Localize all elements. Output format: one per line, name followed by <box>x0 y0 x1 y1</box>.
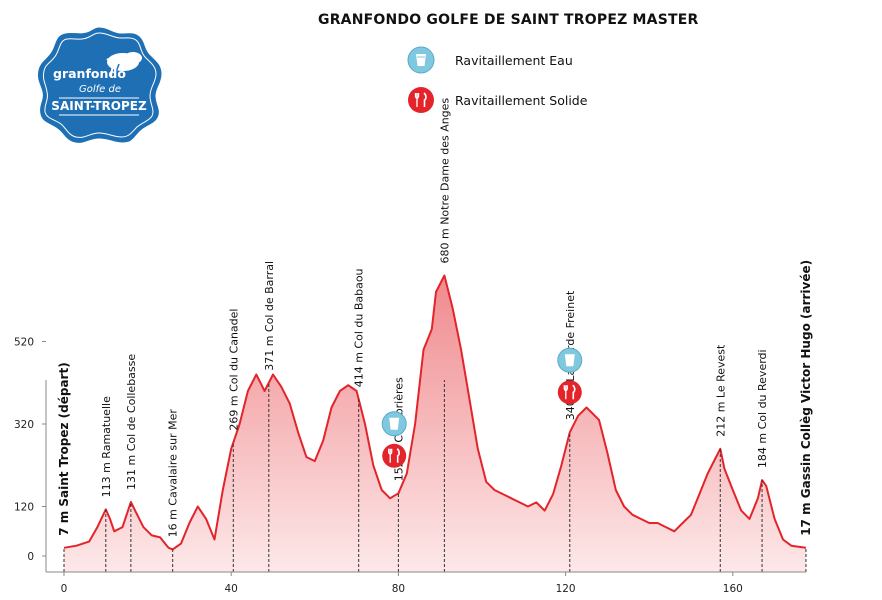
legend-label-solide: Ravitaillement Solide <box>455 92 588 108</box>
logo-line3: SAINT-TROPEZ <box>51 99 147 113</box>
water-cup-icon <box>557 347 583 373</box>
legend-item-eau: Ravitaillement Eau <box>407 46 573 74</box>
water-cup-icon <box>407 46 435 74</box>
landmark-label: 17 m Gassin Collèg Victor Hugo (arrivée) <box>799 260 813 536</box>
landmark-label: 184 m Col du Reverdi <box>756 349 769 468</box>
knife-shape <box>572 384 576 400</box>
y-tick-label: 320 <box>14 419 34 431</box>
water-cup-icon <box>381 411 407 437</box>
y-tick-label: 520 <box>14 337 34 349</box>
chart-title: GRANFONDO GOLFE DE SAINT TROPEZ MASTER <box>318 12 699 28</box>
granfondo-logo: granfondo Golfe de SAINT-TROPEZ <box>35 24 165 146</box>
elevation-line <box>63 274 807 551</box>
fork-knife-icon <box>557 380 582 405</box>
fork-shape <box>388 448 393 463</box>
landmark-label: 371 m Col de Barral <box>263 261 276 371</box>
logo-line1: granfondo <box>53 66 126 81</box>
y-tick-label: 0 <box>27 551 34 563</box>
x-tick-label: 0 <box>61 583 68 595</box>
landmark-label: 7 m Saint Tropez (départ) <box>57 362 71 535</box>
solide-marker-circle <box>557 380 582 405</box>
fork-knife-icon <box>382 443 407 468</box>
x-tick-label: 120 <box>556 583 576 595</box>
logo-line2: Golfe de <box>79 84 121 95</box>
fork-shape <box>563 385 568 400</box>
x-tick-label: 80 <box>392 583 405 595</box>
landmark-label: 113 m Ramatuelle <box>100 396 113 497</box>
solide-marker-circle <box>382 443 407 468</box>
elevation-area-fill <box>64 275 806 572</box>
knife-shape <box>396 448 400 463</box>
legend-label-eau: Ravitaillement Eau <box>455 52 573 68</box>
eau-cup-shape <box>564 354 575 367</box>
landmark-label: 269 m Col du Canadel <box>227 309 240 431</box>
eau-cup-shape <box>389 417 400 430</box>
legend-item-solide: Ravitaillement Solide <box>407 86 587 114</box>
landmark-label: 16 m Cavalaire sur Mer <box>167 409 180 538</box>
landmark-label: 414 m Col du Babaou <box>353 268 366 387</box>
tree-icon <box>106 52 142 79</box>
logo-inner-ring <box>42 32 157 138</box>
fork-knife-icon <box>408 87 434 113</box>
landmark-label: 680 m Notre Dame des Anges <box>438 98 451 264</box>
landmark-label: 131 m Col de Collebasse <box>125 354 138 490</box>
x-tick-label: 40 <box>225 583 238 595</box>
y-tick-label: 120 <box>14 502 34 514</box>
landmark-label: 212 m Le Revest <box>714 344 727 437</box>
x-tick-label: 160 <box>723 583 743 595</box>
